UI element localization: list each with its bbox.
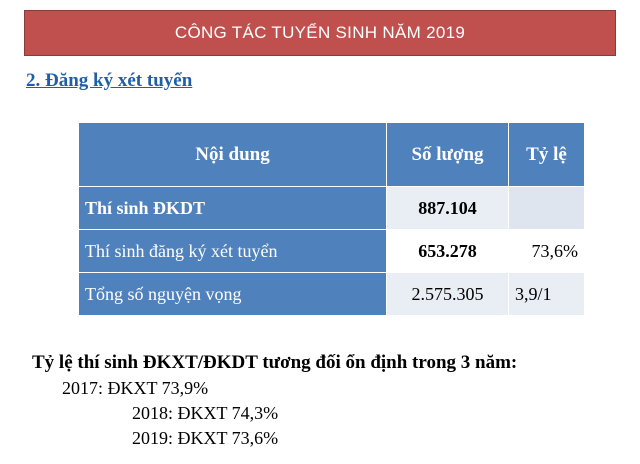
year-2017-line: 2017: ĐKXT 73,9% (62, 378, 209, 398)
year-2018-line: 2018: ĐKXT 74,3% (132, 403, 279, 423)
table-row: Tổng số nguyện vọng 2.575.305 3,9/1 (78, 272, 585, 316)
row-label: Thí sinh ĐKDT (78, 186, 387, 230)
header-ratio: Tỷ lệ (508, 122, 585, 187)
row-ratio: 73,6% (508, 229, 585, 273)
section-heading: 2. Đăng ký xét tuyển (26, 70, 193, 91)
row-count: 887.104 (386, 186, 509, 230)
statistics-table: Nội dung Số lượng Tỷ lệ Thí sinh ĐKDT 88… (78, 122, 585, 316)
table-row: Thí sinh đăng ký xét tuyển 653.278 73,6% (78, 229, 585, 273)
row-ratio: 3,9/1 (508, 272, 585, 316)
header-count: Số lượng (386, 122, 509, 187)
row-count: 2.575.305 (386, 272, 509, 316)
row-count: 653.278 (386, 229, 509, 273)
title-banner: CÔNG TÁC TUYỂN SINH NĂM 2019 (24, 10, 616, 56)
banner-title: CÔNG TÁC TUYỂN SINH NĂM 2019 (174, 23, 466, 42)
table-header-row: Nội dung Số lượng Tỷ lệ (78, 122, 585, 187)
year-2019-line: 2019: ĐKXT 73,6% (132, 428, 279, 448)
row-label: Thí sinh đăng ký xét tuyển (78, 229, 387, 273)
row-label: Tổng số nguyện vọng (78, 272, 387, 316)
summary-text: Tỷ lệ thí sinh ĐKXT/ĐKDT tương đối ổn đị… (32, 352, 518, 373)
row-ratio (508, 186, 585, 230)
header-content: Nội dung (78, 122, 387, 187)
table-row: Thí sinh ĐKDT 887.104 (78, 186, 585, 230)
